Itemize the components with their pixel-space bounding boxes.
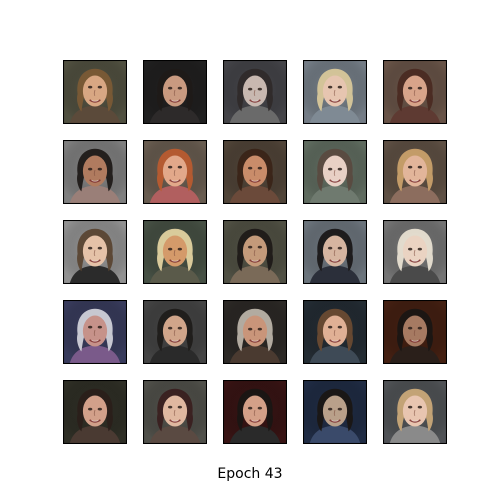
generated-face-tile	[303, 380, 367, 444]
generated-face-tile	[223, 140, 287, 204]
generated-face-tile	[223, 380, 287, 444]
generated-face-tile	[223, 60, 287, 124]
generated-face-tile	[63, 300, 127, 364]
generated-face-tile	[143, 380, 207, 444]
generated-face-tile	[383, 380, 447, 444]
generated-face-tile	[223, 220, 287, 284]
generated-face-tile	[63, 380, 127, 444]
generated-face-tile	[383, 140, 447, 204]
epoch-caption: Epoch 43	[217, 466, 283, 482]
generated-face-tile	[383, 220, 447, 284]
generated-face-tile	[383, 300, 447, 364]
generated-face-tile	[143, 300, 207, 364]
generated-face-tile	[303, 300, 367, 364]
generated-face-tile	[143, 220, 207, 284]
generated-face-tile	[143, 60, 207, 124]
generated-face-tile	[383, 60, 447, 124]
generated-face-tile	[63, 220, 127, 284]
generated-face-tile	[143, 140, 207, 204]
generated-face-tile	[303, 220, 367, 284]
generated-face-tile	[63, 140, 127, 204]
generated-face-tile	[63, 60, 127, 124]
generated-face-tile	[223, 300, 287, 364]
generated-face-tile	[303, 140, 367, 204]
generated-face-tile	[303, 60, 367, 124]
